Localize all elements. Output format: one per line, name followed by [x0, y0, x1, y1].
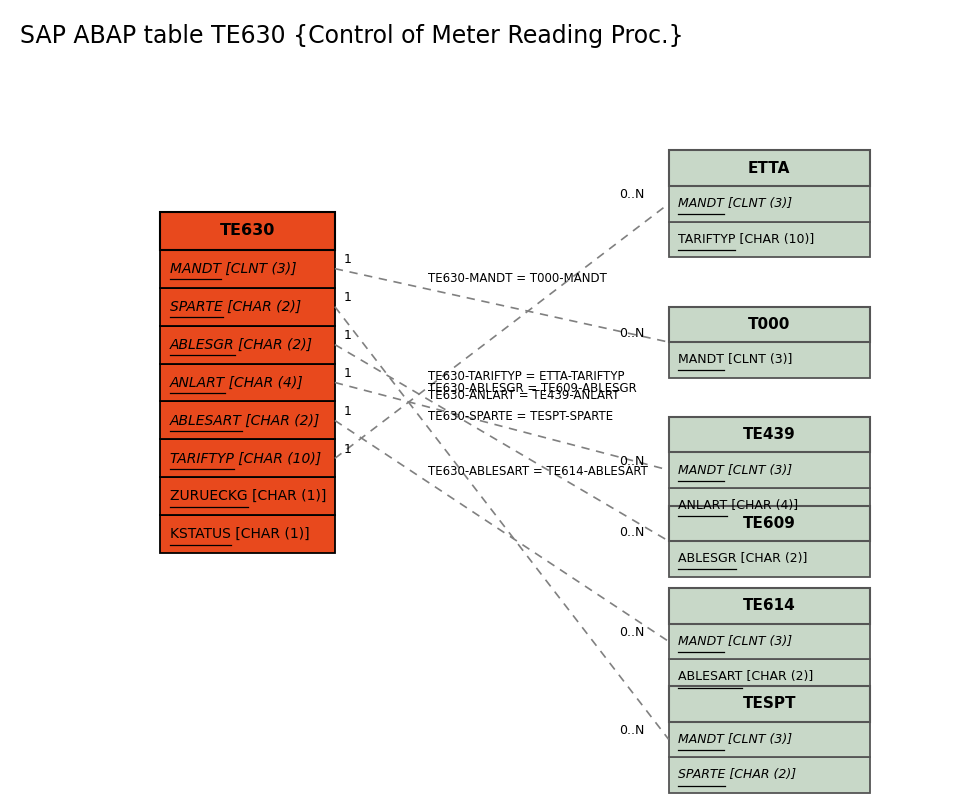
Text: TE609: TE609 — [742, 516, 795, 531]
Text: TE614: TE614 — [742, 599, 795, 614]
Text: SPARTE [CHAR (2)]: SPARTE [CHAR (2)] — [677, 769, 795, 781]
Text: ABLESART [CHAR (2)]: ABLESART [CHAR (2)] — [170, 413, 320, 428]
Bar — [668, 150, 868, 186]
Bar — [160, 440, 334, 477]
Text: KSTATUS [CHAR (1)]: KSTATUS [CHAR (1)] — [170, 527, 309, 541]
Text: 0..N: 0..N — [619, 327, 645, 339]
Text: TE630-TARIFTYP = ETTA-TARIFTYP: TE630-TARIFTYP = ETTA-TARIFTYP — [427, 370, 624, 382]
Text: 1: 1 — [343, 367, 351, 380]
Text: 1: 1 — [343, 291, 351, 304]
Text: MANDT [CLNT (3)]: MANDT [CLNT (3)] — [677, 353, 791, 366]
Bar — [668, 417, 868, 452]
Bar — [668, 342, 868, 378]
Bar — [668, 659, 868, 695]
Text: TE630-SPARTE = TESPT-SPARTE: TE630-SPARTE = TESPT-SPARTE — [427, 410, 613, 423]
Bar — [668, 222, 868, 257]
Bar — [160, 477, 334, 515]
Bar — [668, 686, 868, 722]
Text: ANLART [CHAR (4)]: ANLART [CHAR (4)] — [677, 499, 797, 512]
Text: MANDT [CLNT (3)]: MANDT [CLNT (3)] — [677, 463, 791, 476]
Bar — [160, 515, 334, 553]
Text: 0..N: 0..N — [619, 188, 645, 201]
Text: TARIFTYP [CHAR (10)]: TARIFTYP [CHAR (10)] — [677, 233, 813, 246]
Text: MANDT [CLNT (3)]: MANDT [CLNT (3)] — [677, 197, 791, 210]
Bar — [668, 307, 868, 342]
Text: MANDT [CLNT (3)]: MANDT [CLNT (3)] — [677, 635, 791, 648]
Bar — [160, 211, 334, 250]
Text: TE439: TE439 — [742, 427, 795, 442]
Text: ZURUECKG [CHAR (1)]: ZURUECKG [CHAR (1)] — [170, 490, 327, 503]
Text: 0..N: 0..N — [619, 724, 645, 737]
Text: TARIFTYP [CHAR (10)]: TARIFTYP [CHAR (10)] — [170, 452, 321, 465]
Text: T000: T000 — [747, 317, 789, 332]
Text: MANDT [CLNT (3)]: MANDT [CLNT (3)] — [170, 262, 296, 276]
Text: ABLESGR [CHAR (2)]: ABLESGR [CHAR (2)] — [677, 553, 806, 565]
Bar — [668, 757, 868, 793]
Bar — [160, 326, 334, 363]
Text: SAP ABAP table TE630 {Control of Meter Reading Proc.}: SAP ABAP table TE630 {Control of Meter R… — [20, 24, 683, 48]
Text: 1: 1 — [343, 405, 351, 418]
Text: 0..N: 0..N — [619, 455, 645, 467]
Bar — [668, 588, 868, 624]
Text: 0..N: 0..N — [619, 626, 645, 639]
Bar — [668, 186, 868, 222]
Bar — [668, 624, 868, 659]
Bar — [668, 541, 868, 576]
Text: TE630: TE630 — [220, 223, 275, 238]
Text: 0..N: 0..N — [619, 525, 645, 538]
Bar — [668, 506, 868, 541]
Bar — [668, 488, 868, 523]
Text: SPARTE [CHAR (2)]: SPARTE [CHAR (2)] — [170, 300, 301, 313]
Text: TE630-ANLART = TE439-ANLART: TE630-ANLART = TE439-ANLART — [427, 390, 619, 402]
Bar — [160, 363, 334, 401]
Bar — [160, 288, 334, 326]
Text: ANLART [CHAR (4)]: ANLART [CHAR (4)] — [170, 375, 303, 390]
Bar — [160, 401, 334, 440]
Text: MANDT [CLNT (3)]: MANDT [CLNT (3)] — [677, 733, 791, 746]
Text: 1: 1 — [343, 329, 351, 342]
Text: 1: 1 — [343, 253, 351, 266]
Bar — [668, 722, 868, 757]
Text: TE630-MANDT = T000-MANDT: TE630-MANDT = T000-MANDT — [427, 272, 606, 285]
Bar — [668, 452, 868, 488]
Text: TESPT: TESPT — [741, 696, 795, 712]
Text: ABLESGR [CHAR (2)]: ABLESGR [CHAR (2)] — [170, 338, 313, 351]
Text: TE630-ABLESART = TE614-ABLESART: TE630-ABLESART = TE614-ABLESART — [427, 465, 647, 478]
Text: ETTA: ETTA — [747, 161, 789, 176]
Text: ABLESART [CHAR (2)]: ABLESART [CHAR (2)] — [677, 670, 812, 684]
Text: TE630-ABLESGR = TE609-ABLESGR: TE630-ABLESGR = TE609-ABLESGR — [427, 382, 637, 395]
Bar — [160, 250, 334, 288]
Text: 1: 1 — [343, 443, 351, 456]
